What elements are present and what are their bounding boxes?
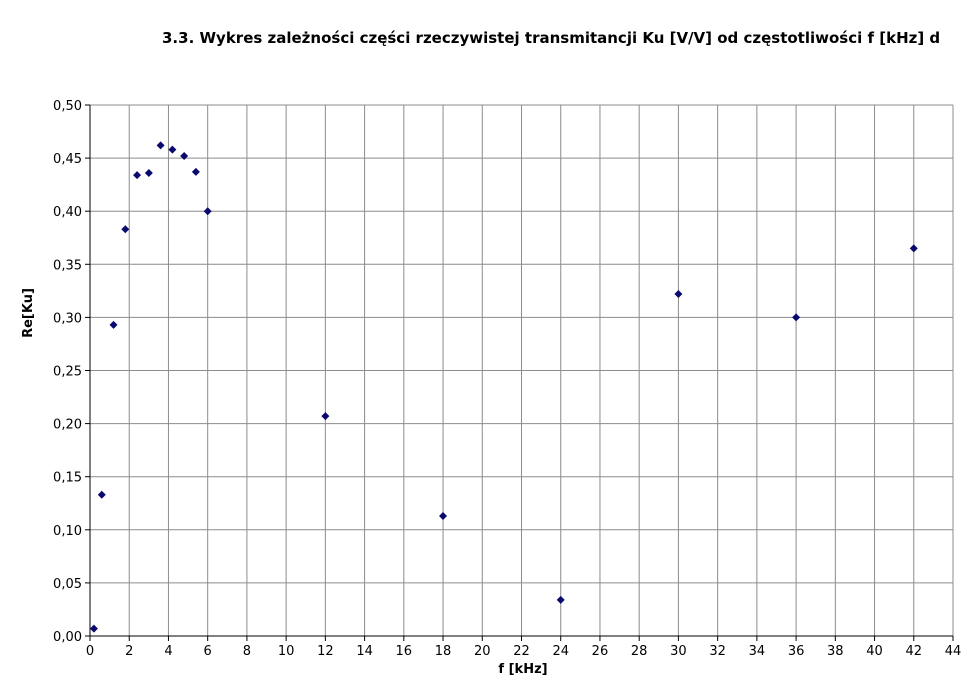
x-tick-label: 44 <box>945 644 962 659</box>
x-tick-label: 36 <box>788 644 805 659</box>
x-tick-label: 0 <box>86 644 94 659</box>
x-tick-label: 2 <box>125 644 133 659</box>
y-tick-label: 0,20 <box>53 418 82 433</box>
x-tick-label: 34 <box>749 644 766 659</box>
data-point <box>321 412 330 421</box>
data-point <box>133 171 142 180</box>
y-tick-label: 0,25 <box>53 365 82 380</box>
data-point <box>439 511 448 520</box>
x-tick-label: 4 <box>164 644 172 659</box>
y-axis-label: Re[Ku] <box>21 288 36 338</box>
x-tick-label: 20 <box>474 644 491 659</box>
y-tick-label: 0,45 <box>53 152 82 167</box>
x-tick-label: 14 <box>356 644 373 659</box>
x-tick-label: 30 <box>670 644 687 659</box>
x-tick-label: 28 <box>631 644 648 659</box>
x-tick-label: 16 <box>396 644 413 659</box>
data-point <box>556 595 565 604</box>
x-tick-label: 12 <box>317 644 334 659</box>
data-point <box>109 320 118 329</box>
x-tick-label: 22 <box>513 644 530 659</box>
y-tick-labels: 0,00 0,05 0,10 0,15 0,20 0,25 0,30 0,35 0,40 0,45… <box>53 99 82 645</box>
x-tick-label: 42 <box>905 644 922 659</box>
axes <box>85 104 954 641</box>
y-tick-label: 0,05 <box>53 577 82 592</box>
data-point <box>792 313 801 322</box>
x-tick-labels: 0 2 4 6 8 10 12 14 16 18 20 22 24 26 28 30 32 34 36 38 40 42 4… <box>86 644 961 659</box>
x-tick-label: 32 <box>709 644 726 659</box>
data-point <box>156 141 165 150</box>
x-axis-label: f [kHz] <box>498 662 547 677</box>
data-point <box>97 490 106 499</box>
y-tick-label: 0,00 <box>53 630 82 645</box>
data-point <box>191 167 200 176</box>
x-tick-label: 10 <box>278 644 295 659</box>
x-tick-label: 24 <box>552 644 569 659</box>
x-tick-label: 6 <box>204 644 212 659</box>
y-tick-label: 0,10 <box>53 524 82 539</box>
x-tick-label: 8 <box>243 644 251 659</box>
data-points <box>89 141 918 633</box>
y-tick-label: 0,35 <box>53 258 82 273</box>
data-point <box>121 225 130 234</box>
y-tick-label: 0,50 <box>53 99 82 114</box>
data-point <box>144 168 153 177</box>
x-tick-label: 38 <box>827 644 844 659</box>
y-tick-label: 0,15 <box>53 471 82 486</box>
data-point <box>168 145 177 154</box>
x-tick-label: 40 <box>866 644 883 659</box>
data-point <box>674 290 683 299</box>
chart-title: 3.3. Wykres zależności części rzeczywist… <box>162 29 940 47</box>
y-tick-label: 0,30 <box>53 311 82 326</box>
x-tick-label: 26 <box>592 644 609 659</box>
data-point <box>203 207 212 216</box>
data-point <box>89 624 98 633</box>
x-tick-label: 18 <box>435 644 452 659</box>
y-tick-label: 0,40 <box>53 205 82 220</box>
data-point <box>909 244 918 253</box>
data-point <box>180 151 189 160</box>
grid <box>89 104 954 637</box>
